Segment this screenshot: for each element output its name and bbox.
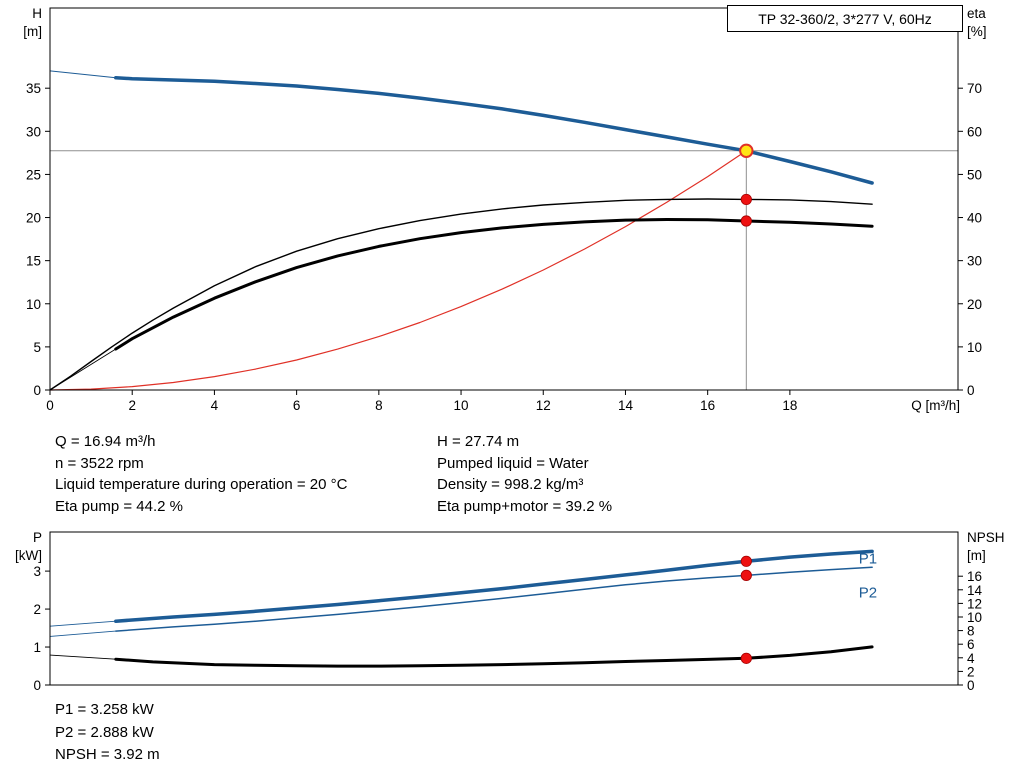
info-liquid-temperature: Liquid temperature during operation = 20… <box>55 476 348 493</box>
y-right-tick-label: 20 <box>967 297 982 312</box>
y-right-tick-label: 0 <box>967 678 975 693</box>
y-right-tick-label: 30 <box>967 254 982 269</box>
p1-extension <box>49 620 117 627</box>
info-eta-pump: Eta pump = 44.2 % <box>55 497 183 515</box>
npsh-extension <box>49 654 117 660</box>
y-left-axis-title: P <box>33 530 42 545</box>
y-right-axis-title: NPSH <box>967 530 1005 545</box>
y-right-tick-label: 40 <box>967 211 982 226</box>
y-right-axis-title: eta <box>967 6 986 21</box>
info-head: H = 27.74 m <box>437 433 520 450</box>
y-right-tick-label: 50 <box>967 167 982 182</box>
p2-curve <box>115 566 873 632</box>
y-left-tick-label: 0 <box>33 383 41 398</box>
y-right-tick-label: 6 <box>967 637 975 652</box>
info-speed: n = 3522 rpm <box>55 454 144 472</box>
p2-extension <box>49 630 117 637</box>
y-left-tick-label: 25 <box>26 167 41 182</box>
y-left-tick-label: 3 <box>33 564 41 579</box>
x-tick-label: 10 <box>454 398 469 413</box>
x-tick-label: 6 <box>293 398 301 413</box>
qh-eta-chart: 0 2 4 6 8 10 12 14 16 18 0 5 10 15 20 25 30 35 0 10 20 30 40 50… <box>23 6 986 413</box>
y-right-tick-label: 16 <box>967 569 982 584</box>
y-right-axis-title: [%] <box>967 24 987 39</box>
y-right-tick-label: 12 <box>967 596 982 611</box>
npsh-curve <box>114 645 874 668</box>
info-npsh: NPSH = 3.92 m <box>55 746 160 763</box>
y-left-tick-label: 20 <box>26 211 41 226</box>
y-left-axis-title: [kW] <box>15 548 42 563</box>
y-right-tick-label: 2 <box>967 664 975 679</box>
eta-pump-curve <box>49 198 873 391</box>
series-label-P2: P2 <box>859 585 877 602</box>
y-left-tick-label: 15 <box>26 254 41 269</box>
y-left-tick-label: 10 <box>26 297 41 312</box>
p1-point <box>740 555 752 567</box>
y-right-tick-label: 10 <box>967 610 982 625</box>
y-left-tick-label: 35 <box>26 81 41 96</box>
power-info-column: P1 = 3.258 kW P2 = 2.888 kW NPSH = 3.92 … <box>55 699 160 767</box>
y-left-tick-label: 5 <box>33 340 41 355</box>
x-tick-label: 8 <box>375 398 383 413</box>
y-left-axis-title: H <box>32 6 42 21</box>
duty-point-marker[interactable] <box>739 143 754 158</box>
x-tick-label: 14 <box>618 398 634 413</box>
x-tick-label: 16 <box>700 398 715 413</box>
y-right-tick-label: 10 <box>967 340 982 355</box>
p1-curve <box>114 549 874 623</box>
x-tick-label: 4 <box>211 398 219 413</box>
duty-info-right-column: H = 27.74 m Pumped liquid = Water Densit… <box>437 431 612 517</box>
power-npsh-chart-frame <box>49 531 959 686</box>
pump-type-label: TP 32-360/2, 3*277 V, 60Hz <box>758 10 932 27</box>
eta-pump-motor-curve <box>114 218 874 351</box>
info-density: Density = 998.2 kg/m³ <box>437 476 584 493</box>
system-curve <box>49 150 747 391</box>
y-left-tick-label: 1 <box>33 640 41 655</box>
info-p1: P1 = 3.258 kW <box>55 701 154 718</box>
eta-pump-motor-point <box>740 215 752 227</box>
y-right-tick-label: 4 <box>967 651 975 666</box>
duty-info-left-column: Q = 16.94 m³/h n = 3522 rpm Liquid tempe… <box>55 431 347 517</box>
y-right-tick-label: 14 <box>967 583 983 598</box>
head-curve-extension <box>49 70 117 79</box>
x-tick-label: 0 <box>46 398 54 413</box>
y-left-tick-label: 30 <box>26 124 41 139</box>
x-tick-label: 18 <box>782 398 797 413</box>
series-label-P1: P1 <box>859 551 877 568</box>
y-right-tick-label: 70 <box>967 81 982 96</box>
y-left-tick-label: 2 <box>33 602 41 617</box>
x-axis-title: Q [m³/h] <box>911 398 960 413</box>
eta-pump-motor-extension <box>49 348 117 391</box>
x-tick-label: 2 <box>128 398 136 413</box>
y-left-tick-label: 0 <box>33 678 41 693</box>
info-p2: P2 = 2.888 kW <box>55 723 154 741</box>
y-left-axis-title: [m] <box>23 24 42 39</box>
p2-point <box>740 569 752 581</box>
y-right-tick-label: 8 <box>967 624 975 639</box>
y-right-axis-title: [m] <box>967 548 986 563</box>
pump-type-title-box: TP 32-360/2, 3*277 V, 60Hz <box>727 5 963 32</box>
info-flow: Q = 16.94 m³/h <box>55 433 156 450</box>
qh-eta-chart-frame <box>49 7 959 391</box>
head-curve <box>114 76 874 185</box>
y-right-tick-label: 60 <box>967 124 982 139</box>
eta-pump-point <box>740 193 752 206</box>
y-right-tick-label: 0 <box>967 383 975 398</box>
info-pumped-liquid: Pumped liquid = Water <box>437 454 589 472</box>
info-eta-pump-motor: Eta pump+motor = 39.2 % <box>437 497 613 515</box>
x-tick-label: 12 <box>536 398 551 413</box>
npsh-point <box>740 652 752 664</box>
